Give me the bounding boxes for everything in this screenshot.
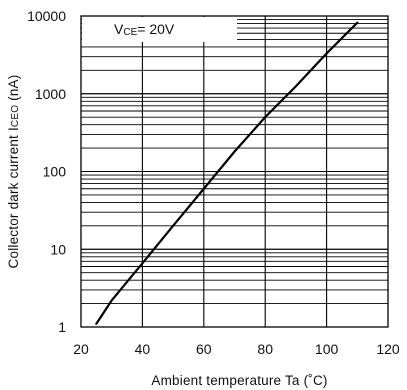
x-tick-label: 20 [73,341,89,357]
x-tick-label: 80 [257,341,273,357]
y-axis-label-sub: CEO [10,105,21,127]
y-axis-label: Collector dark current ICEO (nA) [6,75,21,269]
y-tick-label: 100 [43,164,67,180]
vce-annotation-pre: V [114,21,124,37]
plot-frame [80,15,389,328]
grid [81,15,388,327]
annotation: VCE= 20V [82,17,237,42]
y-tick-label: 1 [58,319,66,335]
y-tick-label: 10000 [27,8,66,24]
annotation-background [82,17,237,42]
x-tick-label: 40 [135,341,151,357]
x-tick-label: 60 [196,341,212,357]
series-line [95,21,359,325]
y-tick-label: 10 [50,241,66,257]
x-tick-label: 120 [376,341,400,357]
vce-annotation-post: = 20V [137,21,175,37]
y-tick-label: 1000 [35,86,66,102]
x-tick-label: 100 [315,341,339,357]
x-tick-labels: 20 40 60 80 100 120 [73,341,400,357]
y-axis-label-post: (nA) [6,75,21,105]
y-axis-label-pre: Collector dark current I [6,127,21,268]
vce-annotation-sub: CE [123,27,137,38]
series-layer [95,21,359,325]
y-tick-labels: 1 10 100 1000 10000 [27,8,66,335]
x-axis-label: Ambient temperature Ta (˚C) [151,373,327,388]
vce-annotation: VCE= 20V [114,21,175,38]
